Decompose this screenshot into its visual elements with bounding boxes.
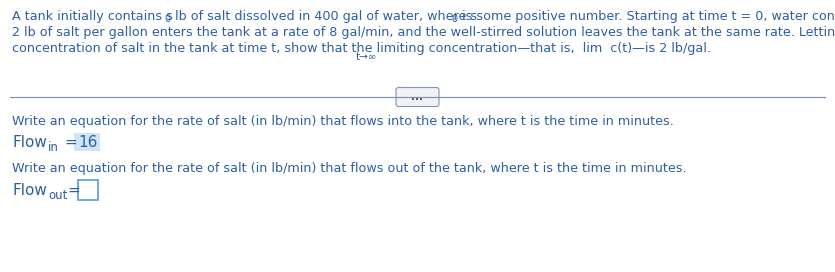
Text: Write an equation for the rate of salt (in lb/min) that flows out of the tank, w: Write an equation for the rate of salt (… (12, 162, 686, 175)
Text: =: = (67, 183, 80, 198)
Text: t→∞: t→∞ (356, 52, 377, 62)
Text: 16: 16 (78, 135, 98, 150)
Text: =: = (64, 135, 77, 150)
Text: lb of salt dissolved in 400 gal of water, where s: lb of salt dissolved in 400 gal of water… (171, 10, 477, 23)
FancyBboxPatch shape (78, 180, 98, 200)
Text: out: out (48, 189, 68, 202)
FancyBboxPatch shape (396, 88, 439, 107)
Text: Write an equation for the rate of salt (in lb/min) that flows into the tank, whe: Write an equation for the rate of salt (… (12, 115, 674, 128)
Text: concentration of salt in the tank at time t, show that the limiting concentratio: concentration of salt in the tank at tim… (12, 42, 711, 55)
Text: 0: 0 (164, 14, 170, 24)
Text: is some positive number. Starting at time t = 0, water containing: is some positive number. Starting at tim… (458, 10, 835, 23)
Text: 0: 0 (451, 14, 457, 24)
FancyBboxPatch shape (74, 133, 100, 151)
Text: ...: ... (412, 92, 423, 102)
Text: in: in (48, 141, 59, 154)
Text: 2 lb of salt per gallon enters the tank at a rate of 8 gal/min, and the well-sti: 2 lb of salt per gallon enters the tank … (12, 26, 835, 39)
Text: A tank initially contains s: A tank initially contains s (12, 10, 173, 23)
Text: Flow: Flow (12, 135, 47, 150)
Text: Flow: Flow (12, 183, 47, 198)
